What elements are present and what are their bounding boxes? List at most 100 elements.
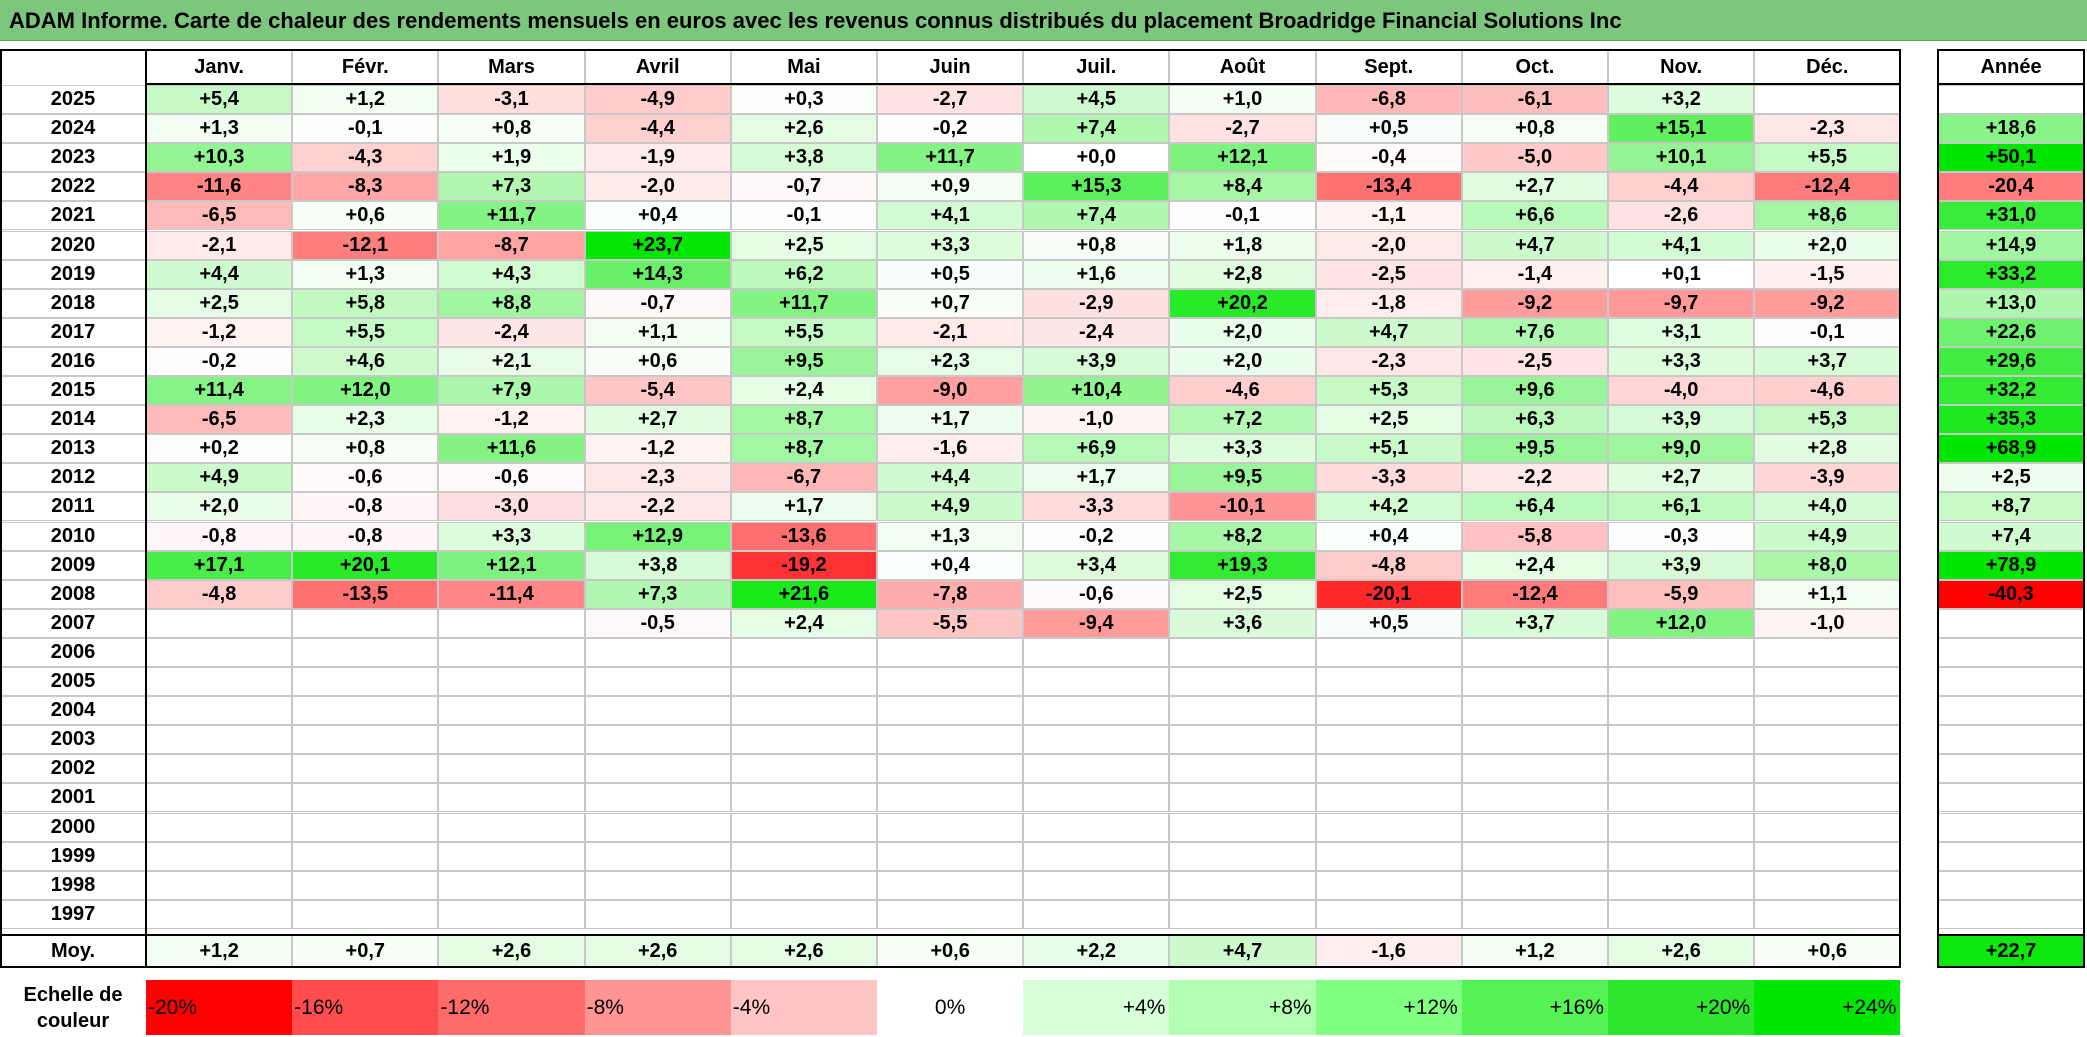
- heatmap-cell: [1608, 783, 1755, 813]
- month-header: Juil.: [1023, 50, 1170, 84]
- annual-cell: [1938, 85, 2084, 115]
- heatmap-cell: +0,4: [1315, 521, 1462, 551]
- annual-cell: +2,5: [1938, 463, 2084, 493]
- heatmap-cell: +5,4: [146, 85, 293, 115]
- heatmap-cell: [1754, 783, 1901, 813]
- heatmap-cell: [1461, 696, 1608, 726]
- heatmap-cell: +0,6: [292, 201, 439, 231]
- year-label: 2019: [0, 259, 146, 289]
- heatmap-cell: [1754, 754, 1901, 784]
- heatmap-cell: [438, 870, 585, 900]
- heatmap-cell: +6,2: [730, 259, 877, 289]
- heatmap-cell: [1169, 841, 1316, 871]
- heatmap-cell: +4,3: [438, 259, 585, 289]
- heatmap-cell: [1461, 812, 1608, 842]
- heatmap-cell: +1,7: [1023, 463, 1170, 493]
- annual-cell: [1938, 754, 2084, 784]
- heatmap-cell: +3,8: [584, 550, 731, 580]
- annual-cell: +50,1: [1938, 143, 2084, 173]
- heatmap-cell: -8,7: [438, 230, 585, 260]
- heatmap-cell: -4,8: [1315, 550, 1462, 580]
- heatmap-cell: +4,1: [1608, 230, 1755, 260]
- heatmap-cell: -5,4: [584, 376, 731, 406]
- heatmap-cell: -2,6: [1608, 201, 1755, 231]
- heatmap-cell: +5,8: [292, 288, 439, 318]
- heatmap-cell: +0,4: [584, 201, 731, 231]
- annual-cell: [1938, 899, 2084, 929]
- heatmap-cell: -2,1: [877, 317, 1024, 347]
- heatmap-cell: [1754, 899, 1901, 929]
- heatmap-cell: +0,5: [1315, 608, 1462, 638]
- heatmap-cell: -11,4: [438, 579, 585, 609]
- heatmap-cell: +0,6: [584, 346, 731, 376]
- heatmap-cell: -4,4: [1608, 172, 1755, 202]
- heatmap-cell: +3,1: [1608, 317, 1755, 347]
- heatmap-cell: [877, 637, 1024, 667]
- heatmap-cell: -0,6: [292, 463, 439, 493]
- heatmap-cell: -20,1: [1315, 579, 1462, 609]
- heatmap-cell: [1461, 667, 1608, 697]
- heatmap-cell: +7,3: [584, 579, 731, 609]
- heatmap-cell: -2,0: [1315, 230, 1462, 260]
- heatmap-cell: [146, 608, 293, 638]
- year-label: 2001: [0, 783, 146, 813]
- heatmap-cell: [1461, 725, 1608, 755]
- heatmap-cell: +0,5: [877, 259, 1024, 289]
- heatmap-cell: [877, 812, 1024, 842]
- heatmap-cell: -0,8: [292, 492, 439, 522]
- heatmap-cell: [146, 696, 293, 726]
- month-header: Mai: [730, 50, 877, 84]
- heatmap-cell: [1461, 870, 1608, 900]
- heatmap-cell: +2,4: [1461, 550, 1608, 580]
- heatmap-cell: +7,2: [1169, 405, 1316, 435]
- heatmap-cell: [877, 870, 1024, 900]
- heatmap-cell: [1023, 841, 1170, 871]
- heatmap-cell: +8,4: [1169, 172, 1316, 202]
- heatmap-cell: [1315, 667, 1462, 697]
- heatmap-cell: -0,8: [146, 521, 293, 551]
- heatmap-cell: -1,2: [146, 317, 293, 347]
- heatmap-cell: -2,1: [146, 230, 293, 260]
- heatmap-cell: +3,7: [1754, 346, 1901, 376]
- heatmap-cell: [438, 696, 585, 726]
- heatmap-cell: [292, 696, 439, 726]
- month-header: Févr.: [292, 50, 439, 84]
- heatmap-cell: -2,0: [584, 172, 731, 202]
- average-label: Moy.: [0, 935, 146, 967]
- heatmap-cell: [146, 637, 293, 667]
- heatmap-cell: -2,7: [877, 85, 1024, 115]
- heatmap-cell: -4,4: [584, 114, 731, 144]
- scale-swatch: +24%: [1754, 980, 1901, 1035]
- heatmap-cell: +12,1: [438, 550, 585, 580]
- heatmap-cell: +7,4: [1023, 114, 1170, 144]
- heatmap-cell: -0,2: [146, 346, 293, 376]
- heatmap-cell: +6,6: [1461, 201, 1608, 231]
- heatmap-cell: +9,5: [1461, 434, 1608, 464]
- year-label: 2021: [0, 201, 146, 231]
- heatmap-cell: [438, 783, 585, 813]
- heatmap-cell: -9,2: [1754, 288, 1901, 318]
- heatmap-cell: [1169, 725, 1316, 755]
- heatmap-cell: [146, 870, 293, 900]
- annual-cell: [1938, 841, 2084, 871]
- heatmap-cell: [292, 870, 439, 900]
- heatmap-cell: [1461, 783, 1608, 813]
- heatmap-cell: [584, 841, 731, 871]
- heatmap-cell: +1,3: [292, 259, 439, 289]
- heatmap-cell: +7,4: [1023, 201, 1170, 231]
- heatmap-cell: +6,4: [1461, 492, 1608, 522]
- heatmap-cell: +2,5: [730, 230, 877, 260]
- heatmap-cell: [1315, 754, 1462, 784]
- heatmap-cell: -1,2: [584, 434, 731, 464]
- heatmap-cell: [730, 870, 877, 900]
- year-label: 2013: [0, 434, 146, 464]
- annual-cell: [1938, 812, 2084, 842]
- heatmap-cell: -9,0: [877, 376, 1024, 406]
- heatmap-cell: [1023, 783, 1170, 813]
- heatmap-cell: -1,5: [1754, 259, 1901, 289]
- heatmap-cell: -0,1: [292, 114, 439, 144]
- heatmap-cell: -1,9: [584, 143, 731, 173]
- heatmap-cell: -9,7: [1608, 288, 1755, 318]
- heatmap-cell: [1754, 85, 1901, 115]
- heatmap-cell: [1315, 899, 1462, 929]
